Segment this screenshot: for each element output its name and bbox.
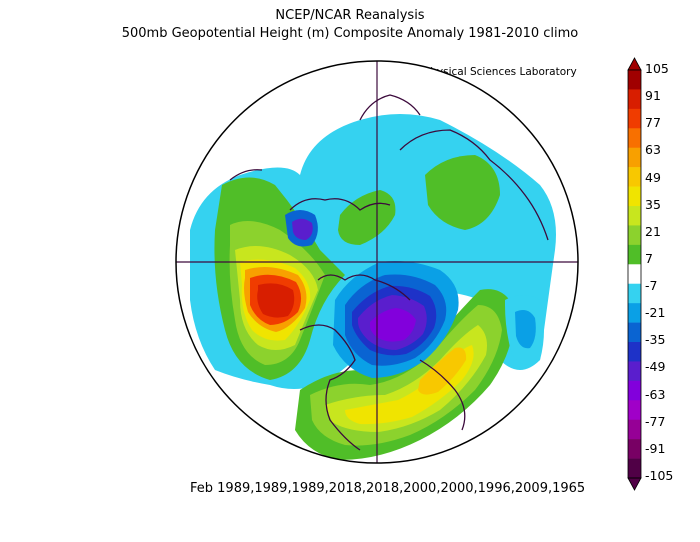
colorbar-label: -21 — [645, 305, 666, 321]
colorbar-swatch — [628, 380, 641, 401]
colorbar-label: 105 — [645, 61, 669, 76]
colorbar-label: 49 — [645, 169, 661, 185]
colorbar-swatch — [628, 225, 641, 246]
colorbar-label: 91 — [645, 88, 661, 104]
colorbar-swatch — [628, 419, 641, 440]
colorbar-swatch — [628, 206, 641, 226]
globe-border — [175, 60, 579, 464]
colorbar-swatch — [628, 342, 641, 362]
colorbar-swatch — [628, 439, 641, 459]
colorbar-swatch — [628, 458, 641, 479]
colorbar-swatch — [628, 400, 641, 421]
colorbar-label: -77 — [645, 413, 666, 429]
colorbar-swatch — [628, 303, 641, 323]
colorbar-label: 7 — [645, 250, 653, 266]
colorbar-top-arrow — [627, 57, 642, 71]
map-subtitle: 500mb Geopotential Height (m) Composite … — [121, 26, 579, 41]
coastlines — [229, 94, 549, 451]
colorbar-label: -91 — [645, 440, 666, 456]
colorbar-label: -35 — [645, 332, 666, 348]
colorbar-swatch — [628, 147, 641, 168]
colorbar-swatch — [628, 264, 641, 285]
colorbar-swatch — [628, 244, 641, 265]
colorbar-label: 21 — [645, 223, 661, 239]
colorbar-bottom-arrow — [627, 477, 642, 491]
colorbar-label: -49 — [645, 359, 666, 375]
colorbar-swatch — [628, 167, 641, 187]
colorbar-label: -105 — [645, 468, 674, 483]
colorbar-swatch — [628, 283, 641, 304]
colorbar-swatch — [628, 108, 641, 129]
anomaly-positive-siberia — [425, 155, 500, 230]
colorbar-label: 35 — [645, 196, 661, 212]
colorbar-label: 63 — [645, 142, 661, 158]
colorbar-label: 77 — [645, 115, 661, 131]
colorbar-swatch — [628, 186, 641, 207]
map-title: NCEP/NCAR Reanalysis — [275, 8, 425, 23]
colorbar-swatch — [628, 128, 641, 149]
colorbar-swatch — [628, 70, 641, 90]
anomaly-field — [176, 61, 578, 463]
composite-years-label: Feb 1989,1989,1989,2018,2018,2000,2000,1… — [190, 481, 586, 496]
colorbar-swatch — [628, 89, 641, 110]
colorbar-label: -63 — [645, 386, 666, 402]
colorbar-swatch — [628, 361, 641, 382]
colorbar-swatch — [628, 322, 641, 343]
colorbar-label: -7 — [645, 278, 658, 294]
